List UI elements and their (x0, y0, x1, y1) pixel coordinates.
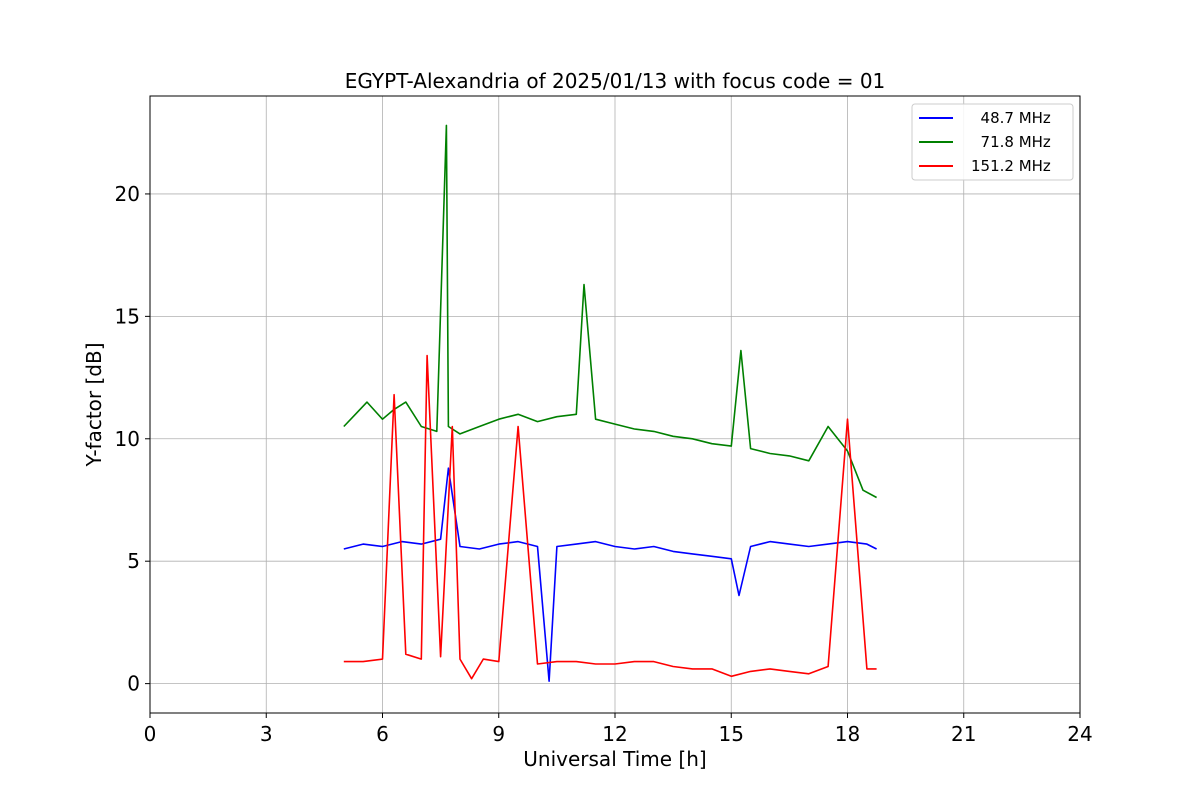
x-tick-label: 21 (951, 722, 976, 746)
series-line-2 (343, 124, 877, 499)
tick-layer: 0 3 6 9 12 15 18 21 24 0 5 10 15 20 (115, 182, 1093, 746)
chart-title: EGYPT-Alexandria of 2025/01/13 with focu… (345, 69, 886, 93)
x-axis-label: Universal Time [h] (523, 747, 706, 771)
y-tick-label: 15 (115, 304, 140, 328)
y-tick-label: 20 (115, 182, 140, 206)
y-axis-label: Y-factor [dB] (82, 342, 106, 467)
x-tick-label: 12 (602, 722, 627, 746)
x-tick-label: 9 (492, 722, 505, 746)
legend-label: 151.2 MHz (971, 157, 1051, 175)
series-line-1 (343, 467, 877, 683)
legend-label: 71.8 MHz (971, 133, 1051, 151)
y-tick-label: 10 (115, 427, 140, 451)
x-tick-label: 24 (1067, 722, 1092, 746)
series-layer (343, 124, 877, 683)
x-tick-label: 6 (376, 722, 389, 746)
y-tick-label: 5 (127, 549, 140, 573)
x-tick-label: 18 (835, 722, 860, 746)
x-tick-label: 0 (144, 722, 157, 746)
legend-box (911, 103, 1074, 181)
x-tick-label: 3 (260, 722, 273, 746)
series-line-3 (343, 354, 877, 680)
x-tick-label: 15 (719, 722, 744, 746)
legend: 48.7 MHz 71.8 MHz 151.2 MHz (911, 103, 1074, 181)
y-tick-label: 0 (127, 672, 140, 696)
legend-label: 48.7 MHz (971, 109, 1051, 127)
